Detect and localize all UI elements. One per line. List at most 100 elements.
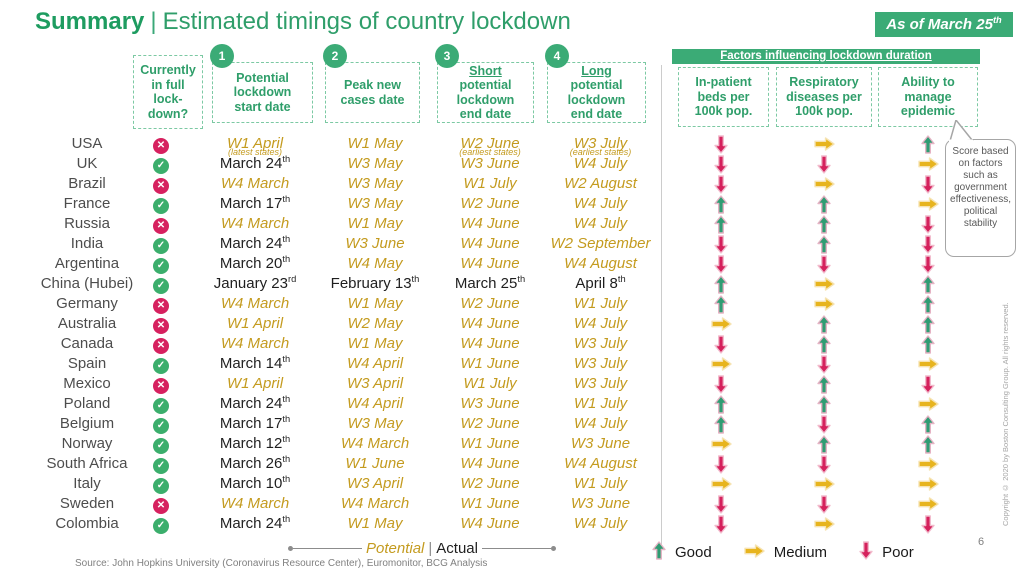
country-name: Argentina [54,255,120,272]
short-end-date: W1 July [463,175,517,192]
short-end-date: W4 June [460,515,520,532]
good-up-arrow-icon [817,434,831,454]
legend-separator: | [428,540,433,557]
score-callout: Score based on factors such as governmen… [945,139,1016,257]
table-row: Mexico ✕ W1 April W3 April W1 July W3 July [0,374,1024,394]
respiratory-factor [806,154,842,174]
lockdown-status: ✓ [152,436,170,454]
beds-factor [703,434,739,454]
poor-down-arrow-icon [714,134,728,154]
lockdown-status: ✕ [152,376,170,394]
good-up-arrow-icon [921,414,935,434]
legend-right-dot [551,546,557,551]
long-end-date: W1 July [573,395,628,412]
long-end-date: W4 July [573,195,628,212]
long-end-date: W4 July [573,515,628,532]
ability-factor [910,434,946,454]
long-end-date: W2 August [564,175,637,192]
poor-down-arrow-icon [714,514,728,534]
long-end-date: W4 July [573,315,628,332]
country-name: Brazil [68,175,106,192]
ability-factor [910,214,946,234]
peak-date: W1 May [347,295,403,312]
poor-down-arrow-icon [817,414,831,434]
good-up-arrow-icon [817,314,831,334]
poor-down-arrow-icon [714,374,728,394]
poor-down-arrow-icon [714,234,728,254]
good-up-arrow-icon [817,194,831,214]
ability-factor [910,334,946,354]
peak-date: W3 May [347,155,403,172]
country-name: Australia [57,315,117,332]
ability-factor [910,294,946,314]
medium-right-arrow-icon [917,157,939,171]
country-name: China (Hubei) [40,275,134,292]
step-1-circle: 1 [210,44,234,68]
short-end-date: W4 June [460,235,520,252]
start-date: W4 March [220,295,290,312]
beds-factor [703,134,739,154]
lockdown-status: ✕ [152,496,170,514]
country-name: Belgium [59,415,115,432]
start-date: January 23rd [213,274,297,292]
table-row: Belgium ✓ March 17th W3 May W2 June W4 July [0,414,1024,434]
short-end-date: W4 June [460,455,520,472]
poor-down-arrow-icon [859,541,873,564]
peak-date: W1 May [347,515,403,532]
cross-icon: ✕ [153,338,169,354]
beds-factor [703,494,739,514]
short-end-date: W2 June [460,195,520,212]
start-date: W1 April (latest states) [196,134,314,157]
header-lockdown-question: Currently in full lock- down? [133,55,203,129]
table-row: China (Hubei) ✓ January 23rd February 13th M… [0,274,1024,294]
poor-label: Poor [882,544,914,561]
country-name: Mexico [63,375,111,392]
country-name: India [70,235,104,252]
start-date: March 24th [219,394,291,412]
beds-factor [703,214,739,234]
poor-down-arrow-icon [817,154,831,174]
beds-factor [703,174,739,194]
start-date: W4 March [220,215,290,232]
table-row: Poland ✓ March 24th W4 April W3 June W1 July [0,394,1024,414]
medium-right-arrow-icon [813,477,835,491]
lockdown-status: ✕ [152,336,170,354]
long-end-date: W3 July (earliest states) [538,134,663,157]
lockdown-status: ✕ [152,316,170,334]
medium-right-arrow-icon [917,497,939,511]
medium-right-arrow-icon [813,137,835,151]
cross-icon: ✕ [153,318,169,334]
long-end-date: W4 July [573,415,628,432]
start-date: W4 March [220,335,290,352]
short-end-date: W2 June (earliest states) [431,134,549,157]
ability-factor [910,154,946,174]
long-end-date: W1 July [573,295,628,312]
short-end-date: March 25th [454,274,526,292]
lockdown-status: ✕ [152,296,170,314]
legend-actual-label: Actual [436,540,478,557]
good-up-arrow-icon [714,414,728,434]
table-row: Canada ✕ W4 March W1 May W4 June W3 July [0,334,1024,354]
medium-right-arrow-icon [813,177,835,191]
cross-icon: ✕ [153,178,169,194]
ability-factor [910,414,946,434]
country-name: Spain [67,355,107,372]
lockdown-status: ✓ [152,236,170,254]
table-row: Norway ✓ March 12th W4 March W1 June W3 June [0,434,1024,454]
copyright-note: Copyright © 2020 by Boston Consulting Gr… [1001,302,1010,526]
medium-right-arrow-icon [917,197,939,211]
long-end-date: W4 July [573,155,628,172]
respiratory-factor [806,294,842,314]
short-end-date: W2 June [460,475,520,492]
medium-right-arrow-icon [917,397,939,411]
start-date: March 17th [219,414,291,432]
header-short-end-date: Short potential lockdown end date [437,62,534,123]
peak-date: W1 May [347,215,403,232]
good-up-arrow-icon [921,334,935,354]
medium-right-arrow-icon [813,517,835,531]
respiratory-factor [806,394,842,414]
lockdown-status: ✕ [152,136,170,154]
check-icon: ✓ [153,438,169,454]
medium-right-arrow-icon [744,543,765,562]
callout-tail [948,120,974,142]
